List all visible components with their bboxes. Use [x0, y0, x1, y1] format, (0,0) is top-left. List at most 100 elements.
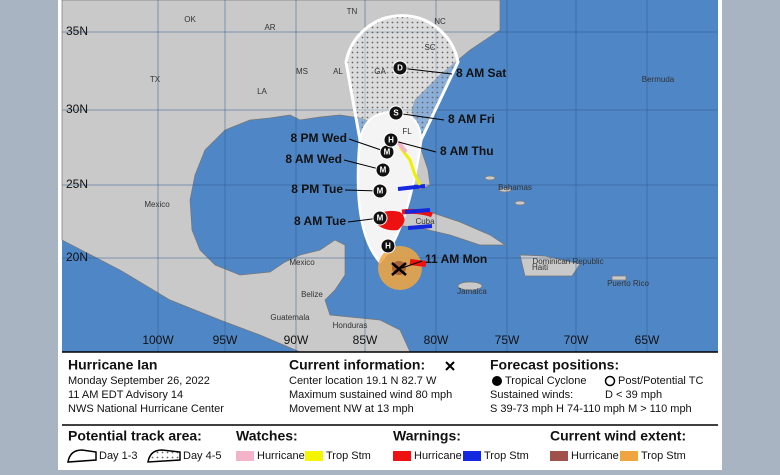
forecast-time: 8 PM Tue	[291, 182, 343, 196]
forecast-point	[388, 105, 404, 121]
place-label: MS	[296, 67, 308, 76]
post-tc-icon	[604, 375, 616, 387]
day13-label: Day 1-3	[99, 450, 138, 462]
hurricane-warning	[409, 259, 427, 267]
warning-trop-stm: Trop Stm	[484, 450, 529, 462]
date: Monday September 26, 2022	[68, 375, 210, 387]
forecast-point	[372, 183, 388, 199]
intensity-symbol: M	[384, 148, 391, 157]
forecast-time: 8 AM Sat	[456, 66, 506, 80]
place-label: Jamaica	[457, 287, 487, 296]
intensity-symbol: H	[385, 242, 391, 251]
warnings-heading: Warnings:	[393, 428, 461, 444]
intensity-symbol: M	[377, 187, 384, 196]
intensity-symbol: D	[397, 64, 403, 73]
track-heading: Potential track area:	[68, 428, 202, 444]
trop-stm-watch	[398, 146, 422, 186]
swatch	[620, 451, 638, 461]
forecast-point	[392, 60, 408, 76]
swatch	[236, 451, 254, 461]
warning-hurricane: Hurricane	[414, 450, 462, 462]
intensity-symbol: M	[377, 214, 384, 223]
lon-label: 75W	[495, 333, 520, 347]
lon-label: 65W	[635, 333, 660, 347]
forecast-point	[375, 162, 391, 178]
map-labels: 35N 30N 25N 20N 100W 95W 90W 85W 80W 75W 70W 65W OK A…	[66, 7, 675, 347]
place-label: NC	[434, 17, 446, 26]
forecast-time: 8 AM Wed	[285, 152, 342, 166]
max-wind: Maximum sustained wind 80 mph	[289, 389, 452, 401]
location: Center location 19.1 N 82.7 W	[289, 375, 437, 387]
leader-line	[401, 260, 423, 269]
place-label: LA	[257, 87, 267, 96]
forecast-point	[380, 238, 396, 254]
lat-label: 30N	[66, 102, 88, 116]
place-label: GA	[374, 67, 386, 76]
swatch	[463, 451, 481, 461]
hurricane-watch	[396, 140, 408, 154]
day45-icon	[147, 449, 181, 463]
wind-trop-stm: Trop Stm	[641, 450, 686, 462]
place-label: Dominican Republic	[532, 257, 603, 266]
swatch	[393, 451, 411, 461]
leader-line	[390, 139, 437, 153]
forecast-point	[383, 132, 399, 148]
advisory: 11 AM EDT Advisory 14	[68, 389, 183, 401]
place-label: Bahamas	[498, 183, 532, 192]
day45-label: Day 4-5	[183, 450, 222, 462]
place-label: AL	[333, 67, 343, 76]
place-label: AR	[264, 23, 275, 32]
lon-label: 95W	[213, 333, 238, 347]
current-position	[391, 262, 407, 276]
place-label: Honduras	[333, 321, 368, 330]
watches-heading: Watches:	[236, 428, 298, 444]
lat-label: 20N	[66, 250, 88, 264]
lon-label: 100W	[142, 333, 174, 347]
place-label: Belize	[301, 290, 323, 299]
place-label: TX	[150, 75, 161, 84]
watch-trop-stm: Trop Stm	[326, 450, 371, 462]
place-label: Puerto Rico	[607, 279, 649, 288]
wind-scale: S 39-73 mph H 74-110 mph M > 110 mph	[490, 403, 692, 415]
forecast-time: 8 AM Thu	[440, 144, 494, 158]
wind-d: D < 39 mph	[605, 389, 662, 401]
lat-label: 35N	[66, 24, 88, 38]
place-label: Mexico	[289, 258, 315, 267]
intensity-symbol: S	[393, 109, 399, 118]
forecast-point	[372, 210, 388, 226]
tropical-cyclone: Tropical Cyclone	[505, 375, 587, 387]
wind-heading: Current wind extent:	[550, 428, 686, 444]
trop-stm-warning	[397, 184, 433, 230]
leader-line	[395, 112, 445, 121]
place-label: Guatemala	[270, 313, 310, 322]
place-label: Mexico	[144, 200, 170, 209]
x-icon	[445, 361, 455, 371]
lon-label: 90W	[284, 333, 309, 347]
post-tc: Post/Potential TC	[618, 375, 703, 387]
place-label: Cuba	[415, 217, 435, 226]
tc-icon	[492, 376, 502, 386]
place-label: TN	[347, 7, 358, 16]
winds-heading: Sustained winds:	[490, 389, 573, 401]
lon-label: 85W	[353, 333, 378, 347]
intensity-symbol: H	[388, 136, 394, 145]
movement: Movement NW at 13 mph	[289, 403, 414, 415]
swatch	[305, 451, 323, 461]
place-label: Haiti	[532, 263, 548, 272]
day13-icon	[67, 449, 97, 463]
leader-line	[399, 67, 453, 75]
storm-name: Hurricane Ian	[68, 357, 157, 373]
lon-label: 70W	[564, 333, 589, 347]
lat-label: 25N	[66, 177, 88, 191]
intensity-symbol: M	[380, 166, 387, 175]
place-label: Bermuda	[642, 75, 675, 84]
forecast-heading: Forecast positions:	[490, 357, 619, 373]
forecast-time: 8 PM Wed	[291, 131, 347, 145]
place-label: OK	[184, 15, 196, 24]
swatch	[550, 451, 568, 461]
source: NWS National Hurricane Center	[68, 403, 224, 415]
lon-label: 80W	[424, 333, 449, 347]
current-heading: Current information:	[289, 357, 425, 373]
place-label: SC	[424, 43, 435, 52]
